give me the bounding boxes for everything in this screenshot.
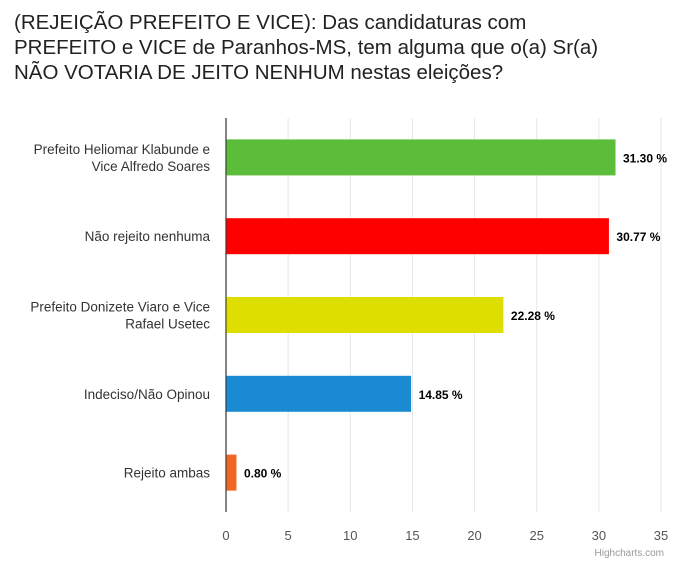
x-tick-label: 30 [592,528,606,543]
category-label: Vice Alfredo Soares [92,159,211,174]
bar[interactable] [226,139,616,176]
data-labels: 31.30 % 30.77 % 22.28 % 14.85 % 0.80 % [244,151,667,480]
credits-link[interactable]: Highcharts.com [594,548,664,559]
category-label: Não rejeito nenhuma [85,229,211,244]
data-label: 30.77 % [616,230,660,244]
x-tick-label: 5 [285,528,292,543]
x-tick-label: 25 [529,528,543,543]
x-tick-label: 15 [405,528,419,543]
bar[interactable] [226,454,237,491]
chart-title-line-2: PREFEITO e VICE de Paranhos-MS, tem algu… [14,36,599,59]
chart-title: (REJEIÇÃO PREFEITO E VICE): Das candidat… [14,10,674,85]
bar[interactable] [226,375,412,412]
category-labels: Prefeito Heliomar Klabunde e Vice Alfredo… [30,142,210,481]
category-label: Prefeito Donizete Viaro e Vice [30,300,210,315]
category-label: Prefeito Heliomar Klabunde e [34,142,210,157]
x-tick-label: 20 [467,528,481,543]
data-label: 14.85 % [419,388,463,402]
category-label: Rejeito ambas [124,466,211,481]
data-label: 22.28 % [511,309,555,323]
chart-title-line-1: (REJEIÇÃO PREFEITO E VICE): Das candidat… [14,11,527,34]
data-label: 31.30 % [623,151,667,165]
bar[interactable] [226,218,609,255]
x-axis-ticks: 0 5 10 15 20 25 30 35 [222,528,668,543]
bars [226,139,616,491]
data-label: 0.80 % [244,467,282,481]
x-tick-label: 35 [654,528,668,543]
bar[interactable] [226,297,504,333]
category-label: Rafael Usetec [125,317,210,332]
x-tick-label: 10 [343,528,357,543]
category-label: Indeciso/Não Opinou [84,387,210,402]
chart-title-line-3: NÃO VOTARIA DE JEITO NENHUM nestas eleiç… [14,61,504,84]
x-tick-label: 0 [222,528,229,543]
